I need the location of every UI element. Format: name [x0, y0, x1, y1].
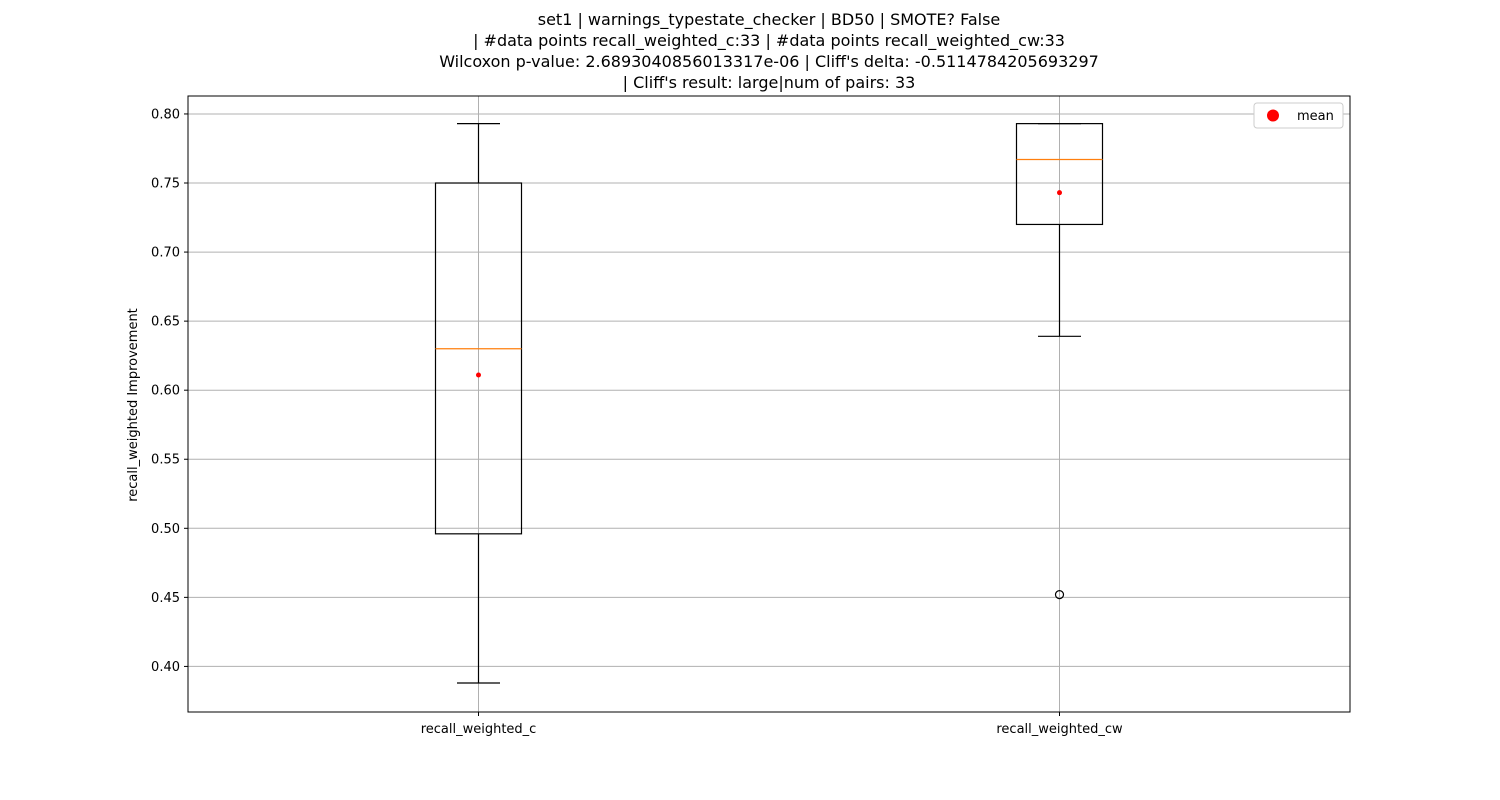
- y-tick-label: 0.50: [151, 522, 180, 537]
- legend: mean: [1253, 102, 1344, 129]
- y-axis-label: recall_weighted Improvement: [126, 308, 141, 502]
- y-tick-label: 0.45: [151, 591, 180, 606]
- box-recall_weighted_c: [434, 123, 523, 684]
- iqr-box: [1015, 123, 1104, 226]
- plot-area: [434, 123, 1104, 684]
- plot-frame: [187, 95, 1351, 713]
- mean-marker: [476, 372, 481, 378]
- y-tick-label: 0.55: [151, 453, 180, 468]
- iqr-box: [434, 182, 523, 535]
- legend-mean-marker: [1267, 109, 1279, 122]
- y-tick-label: 0.40: [151, 660, 180, 675]
- legend-mean-label: mean: [1297, 109, 1334, 124]
- box-recall_weighted_cw: [1015, 123, 1104, 600]
- title-line-4: | Cliff's result: large|num of pairs: 33: [623, 73, 916, 92]
- y-tick-label: 0.65: [151, 315, 180, 330]
- x-axis: recall_weighted_c recall_weighted_cw: [421, 712, 1123, 737]
- title-line-1: set1 | warnings_typestate_checker | BD50…: [538, 10, 1001, 30]
- chart-title: set1 | warnings_typestate_checker | BD50…: [439, 10, 1099, 92]
- y-tick-label: 0.60: [151, 384, 180, 399]
- y-tick-label: 0.80: [151, 107, 180, 122]
- mean-marker: [1057, 190, 1062, 196]
- title-line-3: Wilcoxon p-value: 2.6893040856013317e-06…: [439, 52, 1099, 71]
- y-tick-label: 0.70: [151, 246, 180, 261]
- grid-lines: [188, 96, 1350, 712]
- outlier-point: [1054, 590, 1065, 600]
- x-tick-label: recall_weighted_c: [421, 722, 537, 737]
- y-tick-label: 0.75: [151, 177, 180, 192]
- legend-box: [1253, 102, 1344, 129]
- title-line-2: | #data points recall_weighted_c:33 | #d…: [473, 31, 1065, 51]
- x-tick-label: recall_weighted_cw: [996, 722, 1123, 737]
- y-axis: 0.40 0.45 0.50 0.55 0.60 0.65 0.70 0.75 0.80: [151, 107, 188, 675]
